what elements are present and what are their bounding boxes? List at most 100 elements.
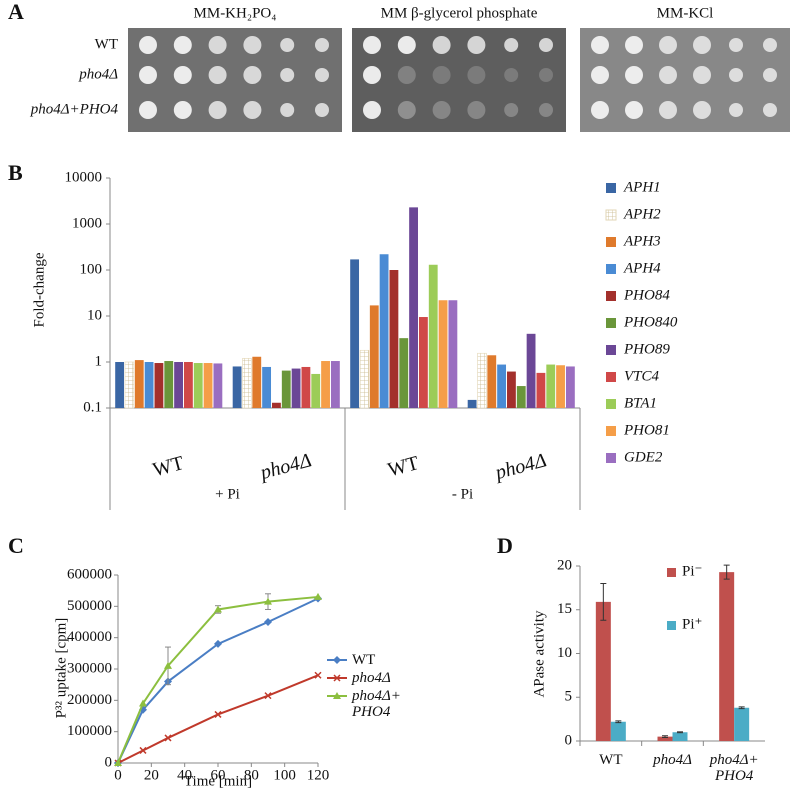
bar	[507, 371, 516, 408]
bar	[526, 333, 536, 408]
legend-label: APH1	[623, 179, 661, 195]
line-series	[117, 674, 319, 764]
bar	[183, 362, 193, 408]
bar	[164, 361, 174, 408]
marker	[164, 661, 172, 669]
legend-label: Pi⁻	[682, 563, 702, 579]
bar	[232, 366, 242, 408]
legend-label: pho4Δ	[352, 670, 391, 686]
y-tick-label: 500000	[67, 598, 112, 614]
y-tick-label: 0	[105, 754, 113, 770]
colony-spot	[591, 101, 609, 119]
y-axis-title: Fold-change	[31, 252, 47, 327]
bar	[467, 399, 477, 408]
bar	[115, 362, 125, 408]
bar	[657, 736, 673, 741]
panel-label: D	[497, 533, 513, 558]
bar	[124, 361, 135, 409]
colony-spot	[315, 103, 329, 117]
x-tick-label: WT	[599, 752, 623, 768]
legend-swatch	[606, 453, 616, 463]
bar	[409, 207, 418, 408]
x-tick-label: 60	[211, 767, 226, 783]
bar	[719, 572, 735, 741]
colony-spot	[139, 36, 157, 54]
x-tick-label: 100	[273, 767, 296, 783]
colony-spot	[763, 103, 777, 117]
colony-spot	[659, 101, 677, 119]
error-bar	[738, 706, 745, 710]
colony-spot	[625, 101, 643, 119]
legend-label: Pi⁺	[682, 616, 702, 632]
y-tick-label: 0	[565, 732, 573, 748]
colony-spot	[539, 103, 553, 117]
bar	[242, 358, 252, 409]
marker	[264, 692, 272, 700]
y-tick-label: 600000	[67, 566, 112, 582]
colony-spot	[243, 36, 262, 54]
x-axis-title: Time [min]	[184, 773, 252, 789]
colony-spot	[693, 101, 711, 119]
legend-swatch	[606, 345, 616, 355]
bar	[477, 352, 487, 409]
plate-title: MM-KH₂PO₄	[194, 5, 277, 21]
bar	[428, 264, 438, 408]
marker	[264, 618, 272, 626]
bar	[516, 386, 526, 408]
colony-spot	[659, 36, 677, 54]
plate-title: MM β-glycerol phosphate	[381, 5, 538, 21]
bar	[321, 361, 330, 408]
colony-spot	[397, 101, 416, 119]
marker	[214, 639, 222, 648]
colony-spot	[173, 36, 192, 54]
x-tick-label: 20	[144, 767, 159, 783]
plates	[128, 28, 790, 132]
x-tick-label: 0	[114, 767, 122, 783]
colony-spot	[208, 66, 227, 84]
x-tick-label: 40	[177, 767, 192, 783]
legend-label: APH3	[623, 233, 661, 249]
bar	[213, 363, 223, 408]
marker	[333, 692, 341, 699]
marker	[333, 674, 341, 682]
legend-label: APH2	[623, 206, 661, 222]
legend-label: WT	[352, 652, 376, 668]
colony-spot	[315, 68, 329, 82]
colony-spot	[280, 103, 295, 117]
error-bar	[600, 583, 607, 621]
y-axis-title: P³² uptake [cpm]	[53, 618, 69, 719]
colony-spot	[467, 101, 486, 119]
colony-spot	[432, 36, 451, 54]
panel-label: A	[8, 0, 24, 24]
legend-label: PHO84	[623, 287, 670, 303]
line-series	[117, 597, 319, 764]
error-bar	[615, 720, 622, 724]
bar	[672, 732, 688, 741]
colony-spot	[729, 38, 743, 52]
line-series	[117, 595, 319, 764]
bar	[203, 363, 213, 408]
y-tick-label: 20	[557, 557, 572, 573]
colony-spot	[729, 103, 743, 117]
y-tick-label: 100000	[67, 723, 112, 739]
x-tick-label: pho4Δ	[653, 752, 692, 768]
y-tick-label: 300000	[67, 660, 112, 676]
y-tick-label: 1000	[72, 215, 102, 231]
colony-spot	[363, 101, 381, 119]
colony-spot	[208, 36, 227, 54]
colony-spot	[504, 103, 519, 117]
colony-spot	[693, 36, 711, 54]
colony-spot	[539, 38, 553, 52]
y-tick-label: 10	[557, 645, 572, 661]
legend-swatch	[606, 426, 616, 436]
colony-spot	[467, 36, 486, 54]
x-tick-label: pho4Δ+ PHO4	[709, 752, 759, 784]
colony-spot	[363, 36, 381, 54]
bar	[565, 366, 575, 408]
bar	[556, 365, 565, 408]
marker	[139, 699, 147, 707]
error-bar	[677, 731, 683, 734]
legend-label: PHO840	[623, 314, 678, 330]
